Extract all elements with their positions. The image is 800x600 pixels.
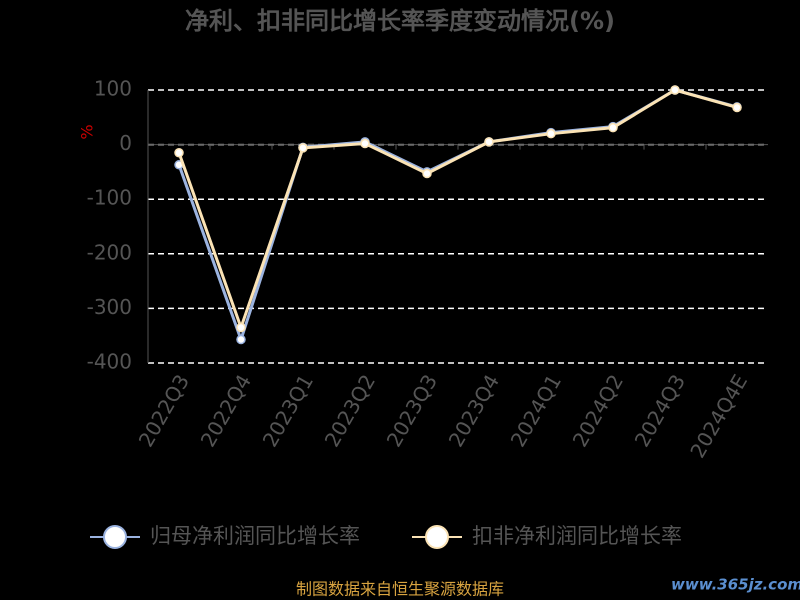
- x-tick-label: 2023Q3: [382, 370, 442, 451]
- series-line: [177, 88, 738, 333]
- series-line: [177, 88, 738, 345]
- x-tick-label: 2023Q1: [258, 370, 318, 451]
- point: [484, 137, 494, 147]
- point: [546, 128, 556, 139]
- chart-title: 净利、扣非同比增长率季度变动情况(%): [185, 7, 615, 35]
- legend-label: 扣非净利润同比增长率: [472, 524, 682, 548]
- point: [236, 322, 246, 333]
- source-note: 制图数据来自恒生聚源数据库: [296, 580, 504, 599]
- x-tick-label: 2024Q1: [506, 370, 566, 451]
- legend-marker: [103, 525, 127, 549]
- point: [670, 85, 680, 95]
- y-tick-label: 100: [94, 77, 132, 101]
- point: [360, 138, 370, 149]
- x-tick-label: 2023Q2: [320, 370, 380, 451]
- y-axis-label: %: [78, 124, 97, 139]
- y-tick-label: 0: [119, 131, 132, 155]
- y-tick-label: -200: [87, 240, 132, 264]
- point: [298, 143, 308, 153]
- watermark: www.365jz.com: [671, 576, 800, 594]
- point: [608, 122, 618, 133]
- y-tick-label: -400: [87, 350, 132, 374]
- x-tick-label: 2024Q3: [630, 370, 690, 451]
- point: [236, 334, 246, 345]
- x-tick-label: 2022Q4: [196, 370, 256, 451]
- x-tick-label: 2024Q2: [568, 370, 628, 451]
- point: [174, 148, 184, 158]
- x-tick-label: 2023Q4: [444, 370, 504, 451]
- legend-label: 归母净利润同比增长率: [150, 524, 360, 548]
- legend-marker: [425, 525, 449, 549]
- y-tick-label: -100: [87, 186, 132, 210]
- point: [732, 102, 742, 113]
- x-tick-label: 2022Q3: [134, 370, 194, 451]
- point: [422, 168, 432, 179]
- y-tick-label: -300: [87, 295, 132, 319]
- x-tick-label: 2024Q4E: [685, 370, 752, 462]
